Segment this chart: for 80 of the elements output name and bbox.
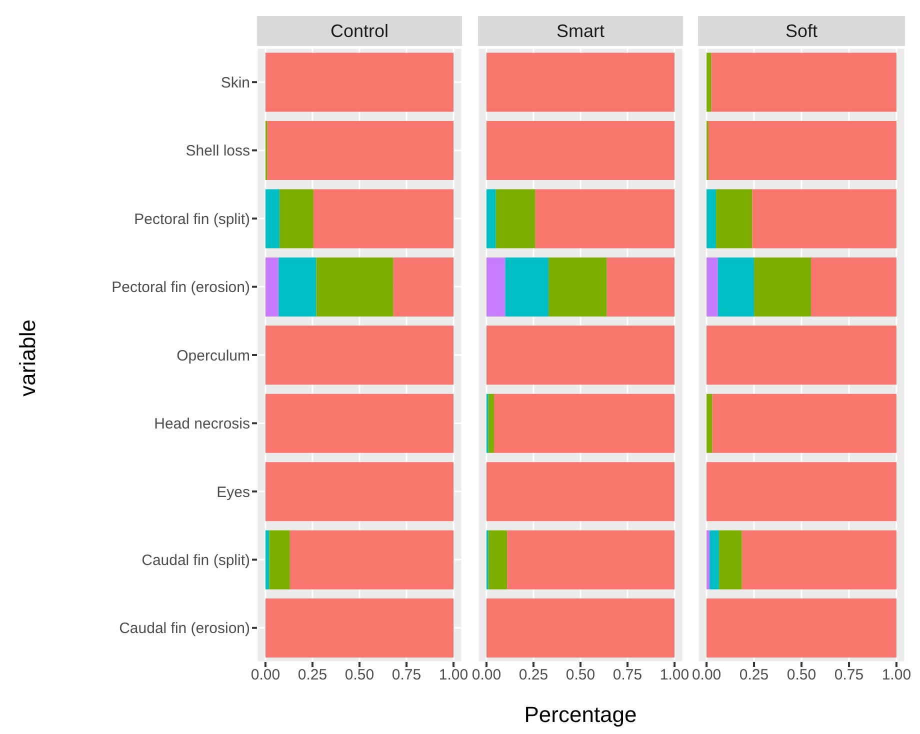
bar [265,257,279,316]
bar [313,189,454,248]
bar [393,257,454,316]
bar [706,189,716,248]
bar [706,530,710,590]
x-tick-label: 0.50 [566,666,596,684]
bar [265,189,280,248]
bar [488,394,494,453]
bar [486,257,506,316]
x-tick-label: 0.75 [392,666,422,684]
bar [290,530,454,590]
y-tick-label: Pectoral fin (erosion) [112,279,250,296]
bar [486,598,675,658]
bar [706,598,896,658]
bar [810,257,896,316]
bar [742,530,896,590]
x-tick-label: 1.00 [438,666,468,684]
bar [278,257,316,316]
bar [267,121,454,180]
chart-title: Soft [698,16,905,46]
x-tick-label: 0.50 [344,666,374,684]
bar [507,530,675,590]
bar [706,257,718,316]
bar [718,257,754,316]
x-tick-label: 0.00 [250,666,280,684]
bar [265,530,270,590]
bar [486,326,675,385]
bar [265,52,454,112]
bar [280,189,314,248]
bar [496,189,536,248]
bar [486,462,675,522]
bar [716,189,752,248]
chart-title: Smart [478,16,683,46]
y-tick-label: Shell loss [186,142,250,160]
bar [719,530,742,590]
y-tick-label: Skin [220,74,250,92]
bar [505,257,549,316]
x-tick-label: 0.75 [834,666,864,684]
bar [494,394,675,453]
bar [486,52,675,112]
bar [265,326,454,385]
x-tick-label: 0.75 [612,666,642,684]
x-tick-label: 0.25 [518,666,548,684]
bar [706,394,712,453]
bar [269,530,290,590]
bar [706,462,896,522]
x-tick-label: 1.00 [882,666,912,684]
x-tick-label: 0.25 [298,666,328,684]
bar [265,462,454,522]
bar [265,598,454,658]
bar [710,530,720,590]
bar [708,121,896,180]
bar [548,257,607,316]
bar [706,326,896,385]
x-axis-title: Percentage [523,702,638,728]
bar [606,257,675,316]
bar [535,189,675,248]
y-tick-label: Caudal fin (split) [142,552,250,569]
x-tick-label: 0.25 [739,666,769,684]
y-tick-label: Eyes [216,484,250,501]
y-tick-label: Head necrosis [154,416,250,433]
bar [706,52,712,112]
x-tick-label: 0.00 [692,666,722,684]
bar [752,189,896,248]
y-tick-label: Caudal fin (erosion) [119,620,250,638]
bar [316,257,394,316]
x-tick-label: 0.00 [472,666,502,684]
chart-title: Control [257,16,462,46]
y-tick-label: Operculum [176,347,250,364]
bar [486,189,496,248]
x-tick-label: 1.00 [660,666,690,684]
x-tick-label: 0.50 [786,666,816,684]
bar [265,394,454,453]
bar [486,121,675,180]
bar [712,394,896,453]
bar [754,257,811,316]
y-tick-label: Pectoral fin (split) [134,210,250,228]
bar [488,530,508,590]
y-axis-title: variable [15,318,41,399]
bar [711,52,896,112]
